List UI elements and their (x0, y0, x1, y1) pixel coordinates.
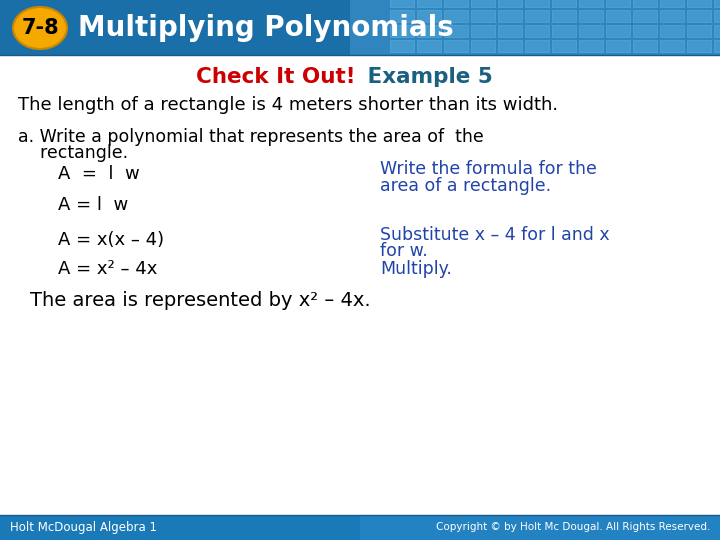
Bar (498, 0, 522, 7)
Bar (444, 25, 468, 37)
Ellipse shape (13, 7, 67, 49)
Bar (444, 40, 468, 52)
Bar (687, 10, 711, 22)
Text: Holt McDougal Algebra 1: Holt McDougal Algebra 1 (10, 521, 157, 534)
Bar (525, 40, 549, 52)
Bar (525, 10, 549, 22)
Text: A = l  w: A = l w (58, 196, 128, 214)
Bar (660, 40, 684, 52)
Bar (552, 25, 576, 37)
Bar (552, 40, 576, 52)
Text: a. Write a polynomial that represents the area of  the: a. Write a polynomial that represents th… (18, 128, 484, 146)
Text: A = x(x – 4): A = x(x – 4) (58, 231, 164, 249)
Text: Example 5: Example 5 (360, 67, 492, 87)
Bar (360, 515, 720, 540)
Bar (471, 25, 495, 37)
Bar (390, 0, 414, 7)
Bar (471, 40, 495, 52)
Bar (633, 40, 657, 52)
Bar (552, 10, 576, 22)
Bar (714, 0, 720, 7)
Bar (660, 0, 684, 7)
Bar (606, 25, 630, 37)
Text: Multiplying Polynomials: Multiplying Polynomials (78, 14, 454, 42)
Bar (390, 10, 414, 22)
Bar (390, 40, 414, 52)
Text: Substitute x – 4 for l and x: Substitute x – 4 for l and x (380, 226, 610, 244)
Bar (606, 0, 630, 7)
Bar (633, 10, 657, 22)
Bar (498, 25, 522, 37)
Bar (417, 0, 441, 7)
Bar (633, 25, 657, 37)
Bar (417, 10, 441, 22)
Text: for w.: for w. (380, 242, 428, 260)
Text: A = x² – 4x: A = x² – 4x (58, 260, 158, 278)
Bar (444, 10, 468, 22)
Bar (525, 0, 549, 7)
Text: rectangle.: rectangle. (18, 144, 128, 162)
Bar (390, 25, 414, 37)
Bar (417, 40, 441, 52)
Bar (687, 0, 711, 7)
Bar (606, 40, 630, 52)
Text: area of a rectangle.: area of a rectangle. (380, 177, 551, 195)
Bar (444, 0, 468, 7)
Bar (579, 10, 603, 22)
Bar (687, 25, 711, 37)
Bar (471, 10, 495, 22)
Bar (606, 10, 630, 22)
Bar (498, 10, 522, 22)
Bar (579, 40, 603, 52)
Bar (350, 0, 720, 55)
Text: 7-8: 7-8 (21, 18, 59, 38)
Bar (714, 40, 720, 52)
Bar (660, 25, 684, 37)
Bar (498, 40, 522, 52)
Bar (552, 0, 576, 7)
Bar (0, 0, 720, 55)
Bar (660, 10, 684, 22)
Text: Write the formula for the: Write the formula for the (380, 160, 597, 178)
Text: Multiply.: Multiply. (380, 260, 452, 278)
Text: The area is represented by x² – 4x.: The area is represented by x² – 4x. (30, 291, 371, 309)
Text: A  =  l  w: A = l w (58, 165, 140, 183)
Bar (714, 10, 720, 22)
Text: The length of a rectangle is 4 meters shorter than its width.: The length of a rectangle is 4 meters sh… (18, 96, 558, 114)
Bar (417, 25, 441, 37)
Bar (471, 0, 495, 7)
Text: Copyright © by Holt Mc Dougal. All Rights Reserved.: Copyright © by Holt Mc Dougal. All Right… (436, 523, 710, 532)
Bar (714, 25, 720, 37)
Text: Check It Out!: Check It Out! (197, 67, 356, 87)
Bar (579, 0, 603, 7)
Bar (0, 515, 720, 540)
Bar (633, 0, 657, 7)
Bar (579, 25, 603, 37)
Bar (687, 40, 711, 52)
Bar (0, 55, 720, 515)
Bar (525, 25, 549, 37)
